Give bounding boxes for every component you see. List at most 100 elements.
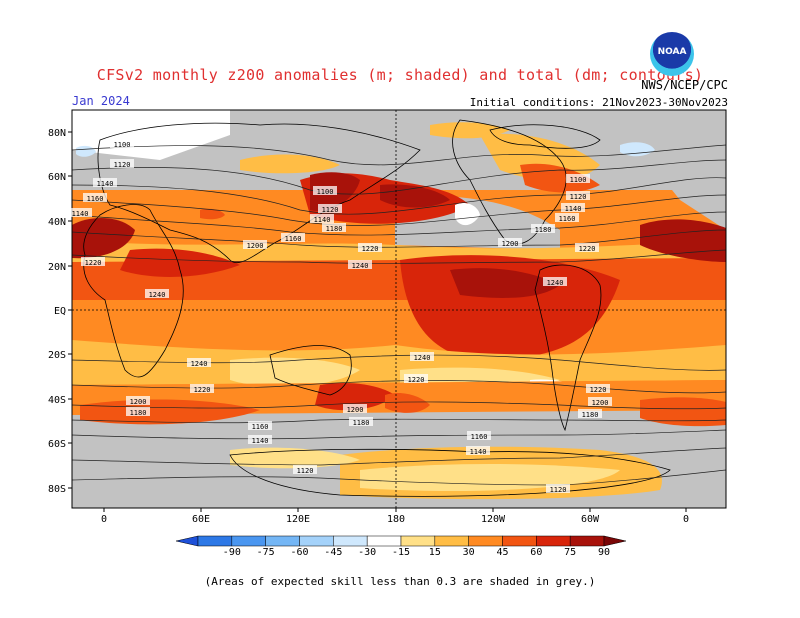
contour-label: 1220 [362,245,379,253]
chart-title: CFSv2 monthly z200 anomalies (m; shaded)… [96,66,704,84]
longitude-axis: 0 60E 120E 180 120W 60W 0 [101,508,689,525]
colorbar-label: 45 [496,547,508,558]
contour-label: 1140 [314,216,331,224]
colorbar-swatch [265,535,300,547]
contour-label: 1100 [570,176,587,184]
lat-label: 60N [48,172,66,183]
contour-label-bg [555,213,579,222]
colorbar-max-arrow [603,535,627,547]
contour-label-bg [410,352,434,361]
contour-label-bg [566,174,590,183]
initial-conditions: Initial conditions: 21Nov2023-30Nov2023 [469,96,728,109]
skill-footnote: (Areas of expected skill less than 0.3 a… [204,575,596,588]
lat-label: 20S [48,350,66,361]
contour-label-bg [126,407,150,416]
contour-label: 1120 [297,467,314,475]
contour-label: 1180 [535,226,552,234]
colorbar-swatch [434,535,469,547]
noaa-logo: NOAA [650,32,694,76]
contour-label: 1220 [590,386,607,394]
contour-label: 1140 [72,210,89,218]
colorbar-swatch [366,535,402,547]
contour-label: 1240 [547,279,564,287]
contour-label-bg [467,431,491,440]
contour-label-bg [310,214,334,223]
contour-label: 1140 [252,437,269,445]
contour-label-bg [586,384,610,393]
contour-label: 1160 [285,235,302,243]
contour-label-bg [543,277,567,286]
colorbar-swatch [468,535,503,547]
contour-label-bg [578,409,602,418]
colorbar-label: 75 [564,547,576,558]
contour-label: 1240 [149,291,166,299]
contour-label-bg [466,446,490,455]
lat-label: 60S [48,439,66,450]
contour-label: 1200 [347,406,364,414]
lat-label: 80S [48,484,66,495]
lat-label: 80N [48,128,66,139]
contour-label-bg [348,260,372,269]
contour-label: 1180 [326,225,343,233]
contour-label-bg [546,484,570,493]
colorbar-swatch [333,535,368,547]
contour-label: 1200 [502,240,519,248]
contour-label-bg [343,404,367,413]
contour-label: 1120 [114,161,131,169]
contour-label-bg [358,243,382,252]
contour-label-bg [145,289,169,298]
map-frame [71,109,727,509]
contour-label-bg [498,238,522,247]
contour-label: 1220 [85,259,102,267]
colorbar-swatch [536,535,571,547]
lat-label: EQ [54,306,66,317]
contour-label: 1120 [550,486,567,494]
colorbar-label: -15 [392,547,410,558]
contour-label: 1200 [247,242,264,250]
colorbar-label: -75 [257,547,275,558]
contour-label: 1200 [592,399,609,407]
colorbar-label: 15 [429,547,441,558]
contour-label-bg [404,374,428,383]
contour-label: 1160 [471,433,488,441]
contour-label-bg [190,384,214,393]
contour-label-bg [93,178,117,187]
contour-label: 1220 [194,386,211,394]
contour-label-bg [68,208,92,217]
colorbar-swatch [197,535,233,547]
colorbar-label: -90 [223,547,241,558]
colorbar-min-arrow [175,535,199,547]
contour-label: 1180 [353,419,370,427]
lat-label: 20N [48,262,66,273]
colorbar-label: 60 [530,547,542,558]
contour-label: 1120 [322,206,339,214]
contour-label: 1160 [252,423,269,431]
lon-label: 180 [387,514,405,525]
agency-label: NWS/NCEP/CPC [641,78,728,92]
contour-label-bg [248,435,272,444]
lon-label: 60E [192,514,210,525]
contour-label-bg [531,224,555,233]
colorbar-swatch [502,535,537,547]
contour-label: 1120 [570,193,587,201]
contour-label: 1160 [87,195,104,203]
lon-label: 0 [683,514,689,525]
forecast-month: Jan 2024 [72,94,130,108]
colorbar-swatch [231,535,266,547]
colorbar-swatch [400,535,436,547]
contour-label-bg [187,358,211,367]
contour-label-bg [313,186,337,195]
colorbar-label: -30 [358,547,376,558]
colorbar-label: 90 [598,547,610,558]
contour-label-bg [110,159,134,168]
colorbar-label: -60 [290,547,308,558]
contour-label: 1180 [130,409,147,417]
contour-label-group: 1100112011401160114011001120114011801160… [68,139,612,494]
lon-label: 60W [581,514,600,525]
colorbar: -90 -75 -60 -45 -30 -15 15 30 45 60 75 90 [175,535,627,558]
contour-label: 1180 [582,411,599,419]
contour-label: 1220 [408,376,425,384]
contour-label: 1200 [130,398,147,406]
lat-label: 40S [48,395,66,406]
